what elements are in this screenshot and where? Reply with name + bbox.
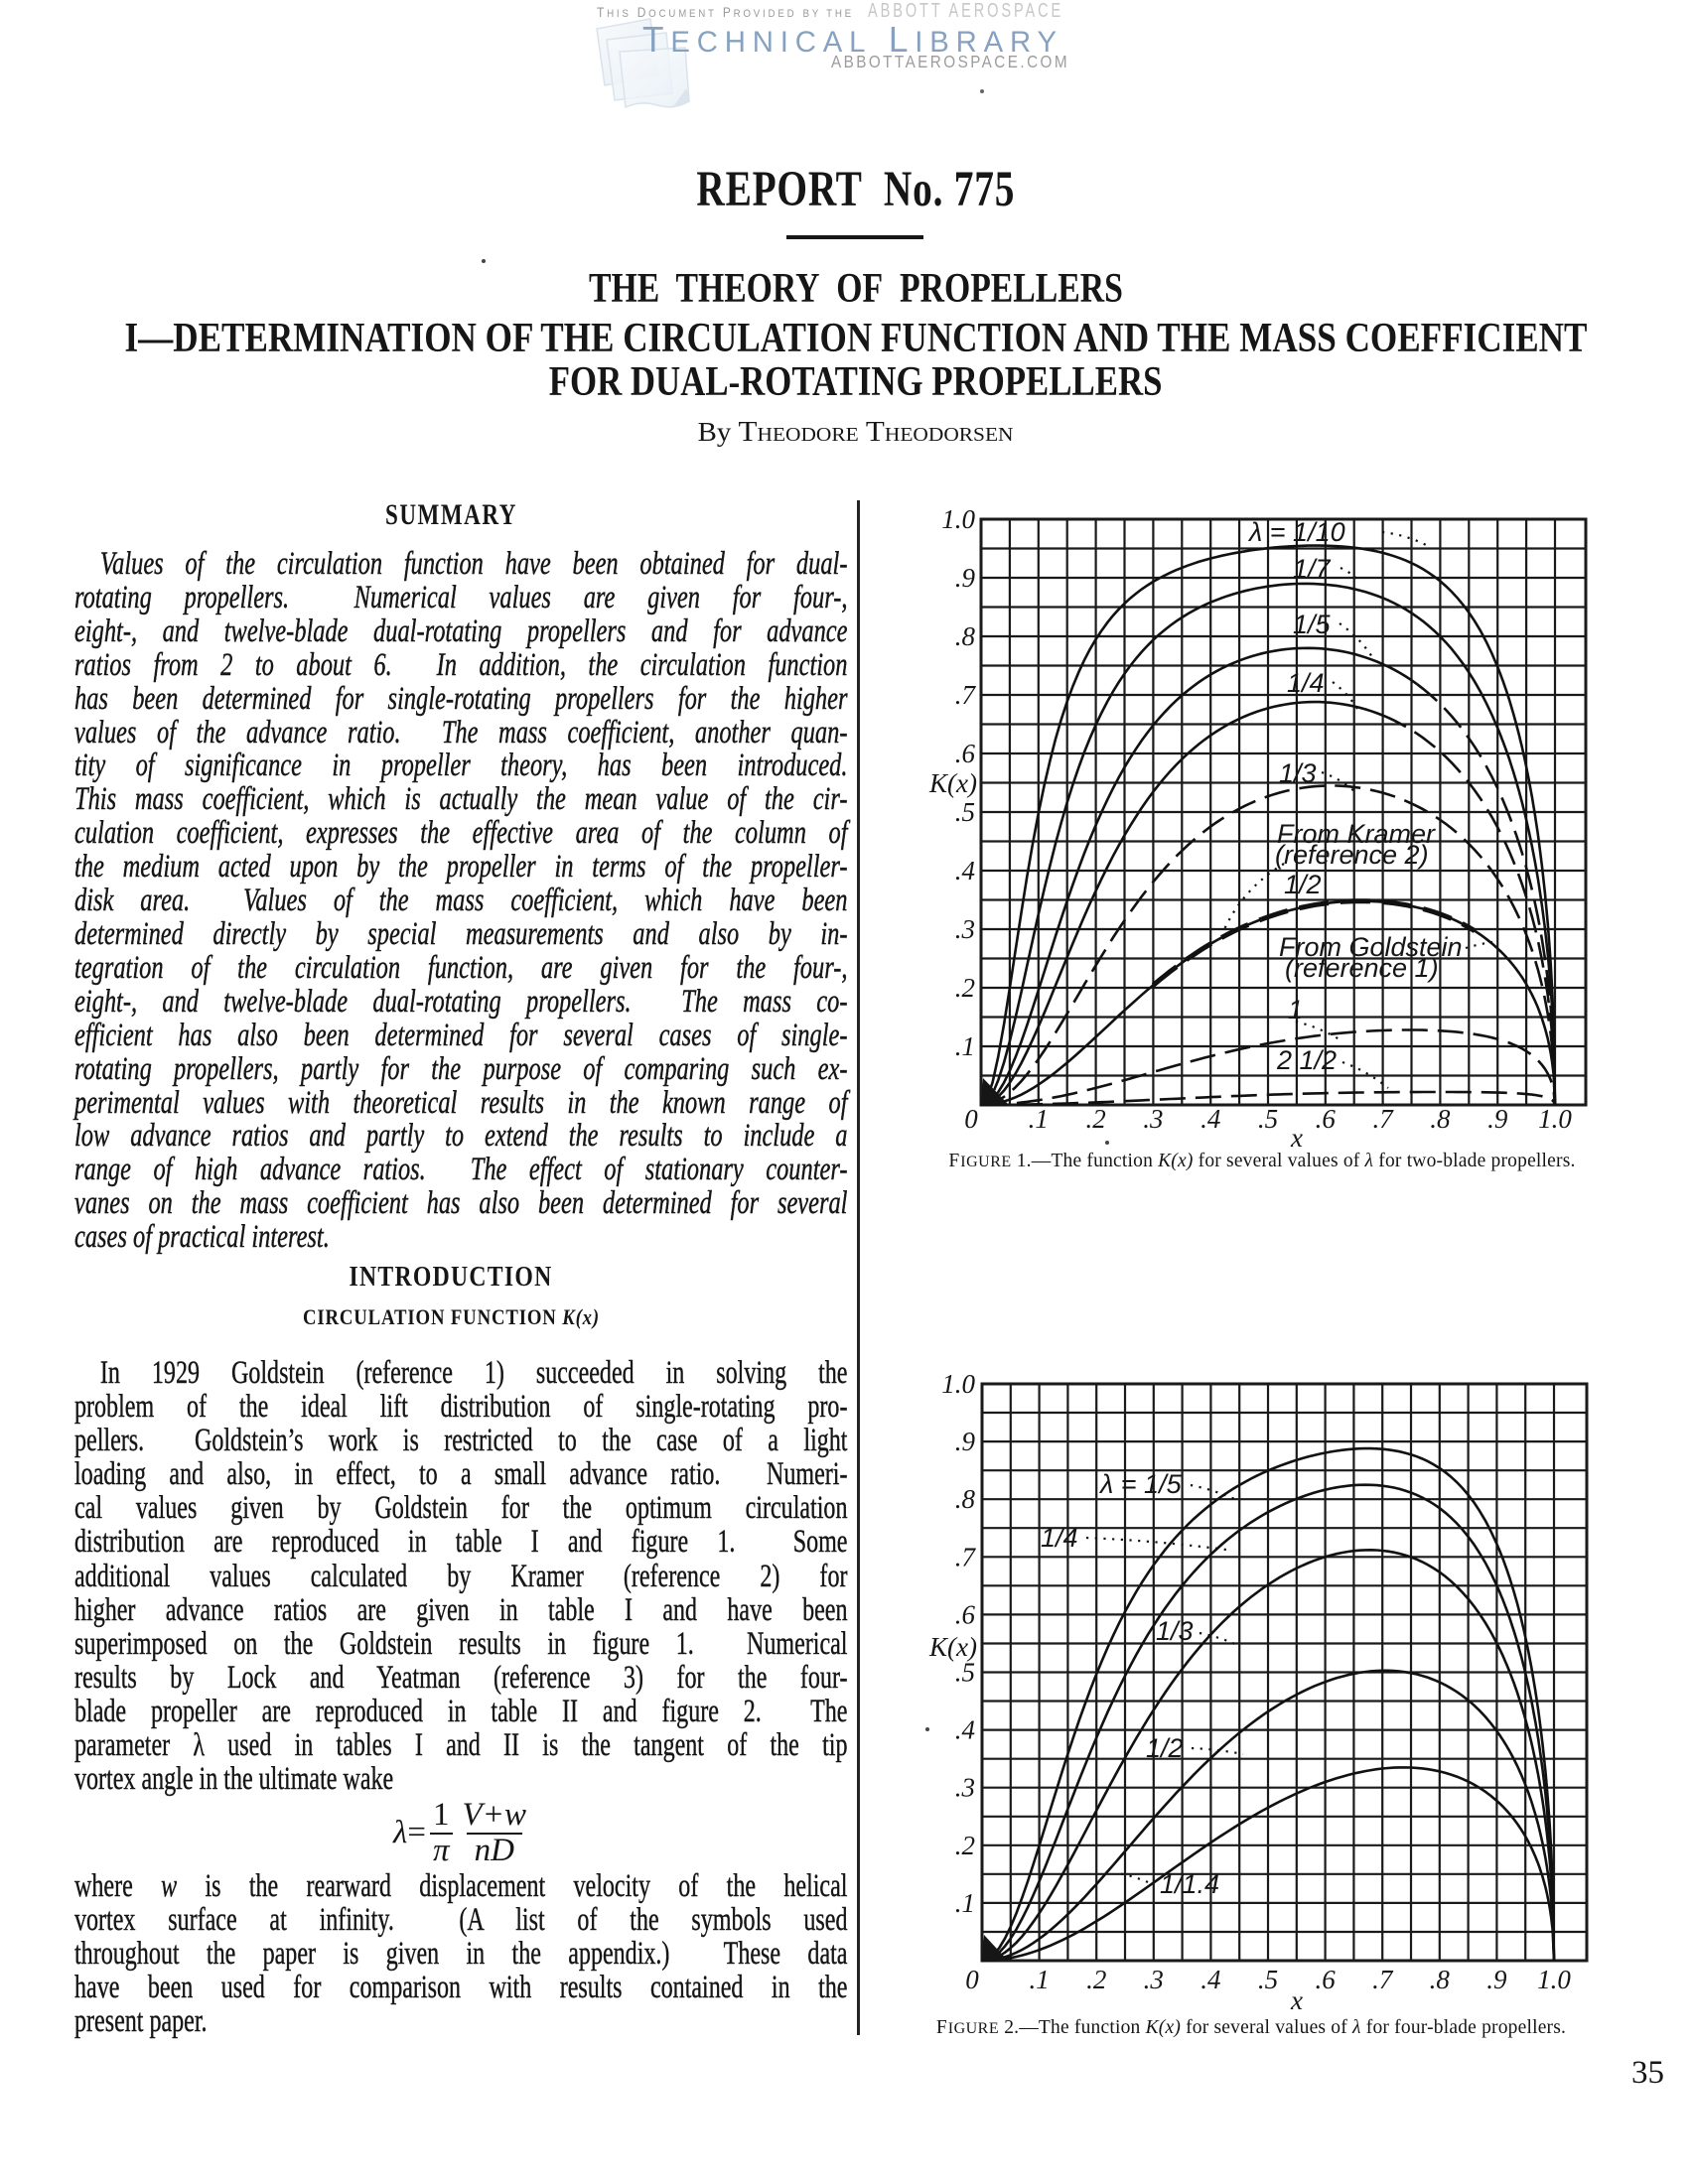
svg-text:.7: .7: [1372, 1965, 1394, 1994]
svg-text:K(x): K(x): [928, 768, 977, 798]
svg-text:.6: .6: [955, 739, 976, 768]
svg-text:.5: .5: [1258, 1965, 1278, 1994]
svg-text:1/4: 1/4: [1287, 668, 1325, 698]
svg-text:1: 1: [1288, 995, 1303, 1024]
svg-text:.5: .5: [1258, 1104, 1278, 1134]
svg-text:.8: .8: [955, 621, 976, 651]
svg-text:.7: .7: [1372, 1104, 1394, 1134]
svg-text:From Goldstein: From Goldstein: [1279, 932, 1463, 962]
svg-text:.4: .4: [1200, 1965, 1220, 1994]
svg-text:.2: .2: [955, 1831, 975, 1860]
svg-text:From Kramer: From Kramer: [1277, 819, 1436, 849]
svg-text:1/2: 1/2: [1284, 870, 1322, 899]
svg-text:.6: .6: [1315, 1965, 1336, 1994]
svg-text:.9: .9: [1487, 1104, 1508, 1134]
svg-text:.2: .2: [1086, 1965, 1106, 1994]
svg-text:1/7: 1/7: [1293, 554, 1332, 584]
svg-text:x: x: [1290, 1985, 1303, 2015]
svg-text:FIGURE 2.—The function K(x) fo: FIGURE 2.—The function K(x) for several …: [936, 2017, 1566, 2038]
svg-text:K(x): K(x): [928, 1632, 977, 1662]
svg-text:λ = 1/10: λ = 1/10: [1247, 517, 1345, 547]
svg-text:.8: .8: [955, 1484, 976, 1514]
svg-text:1/3: 1/3: [1156, 1616, 1194, 1646]
svg-text:.7: .7: [955, 680, 977, 710]
svg-text:.3: .3: [955, 1773, 975, 1803]
svg-text:.7: .7: [955, 1542, 977, 1571]
svg-text:.8: .8: [1430, 1965, 1451, 1994]
svg-text:x: x: [1290, 1123, 1303, 1153]
svg-text:(reference 1): (reference 1): [1285, 953, 1439, 983]
svg-text:1/4: 1/4: [1041, 1523, 1078, 1553]
svg-text:.8: .8: [1430, 1104, 1451, 1134]
svg-text:1/5: 1/5: [1293, 610, 1332, 639]
svg-text:1.0: 1.0: [1538, 1104, 1572, 1134]
svg-text:.4: .4: [1200, 1104, 1220, 1134]
svg-text:.3: .3: [955, 914, 975, 944]
svg-text:FIGURE 1.—The function K(x) fo: FIGURE 1.—The function K(x) for several …: [948, 1151, 1575, 1171]
svg-text:1.0: 1.0: [941, 504, 975, 534]
svg-text:2 1/2: 2 1/2: [1276, 1045, 1337, 1075]
svg-text:.5: .5: [955, 1658, 975, 1688]
svg-text:.9: .9: [955, 563, 976, 593]
svg-text:.2: .2: [1085, 1104, 1105, 1134]
svg-text:.1: .1: [1029, 1965, 1049, 1994]
svg-text:(reference 2): (reference 2): [1275, 840, 1429, 870]
svg-text:.6: .6: [1316, 1104, 1337, 1134]
svg-text:.5: .5: [955, 797, 975, 827]
svg-text:.9: .9: [955, 1427, 976, 1456]
svg-text:λ = 1/5: λ = 1/5: [1098, 1469, 1183, 1499]
svg-text:0: 0: [965, 1965, 979, 1994]
svg-text:.3: .3: [1144, 1965, 1164, 1994]
svg-text:.4: .4: [955, 856, 975, 886]
svg-text:.4: .4: [955, 1715, 975, 1745]
svg-text:0: 0: [964, 1104, 978, 1134]
svg-text:.2: .2: [955, 973, 975, 1003]
svg-text:.6: .6: [955, 1599, 976, 1629]
svg-text:.3: .3: [1143, 1104, 1163, 1134]
svg-text:.1: .1: [955, 1888, 975, 1918]
svg-text:.1: .1: [1029, 1104, 1049, 1134]
svg-text:1/2: 1/2: [1146, 1733, 1184, 1763]
svg-text:.1: .1: [955, 1031, 975, 1061]
svg-text:1.0: 1.0: [1537, 1965, 1571, 1994]
svg-text:1/1.4: 1/1.4: [1160, 1869, 1219, 1899]
svg-text:.9: .9: [1486, 1965, 1507, 1994]
svg-text:1.0: 1.0: [941, 1369, 975, 1399]
svg-text:1/3: 1/3: [1279, 758, 1317, 788]
